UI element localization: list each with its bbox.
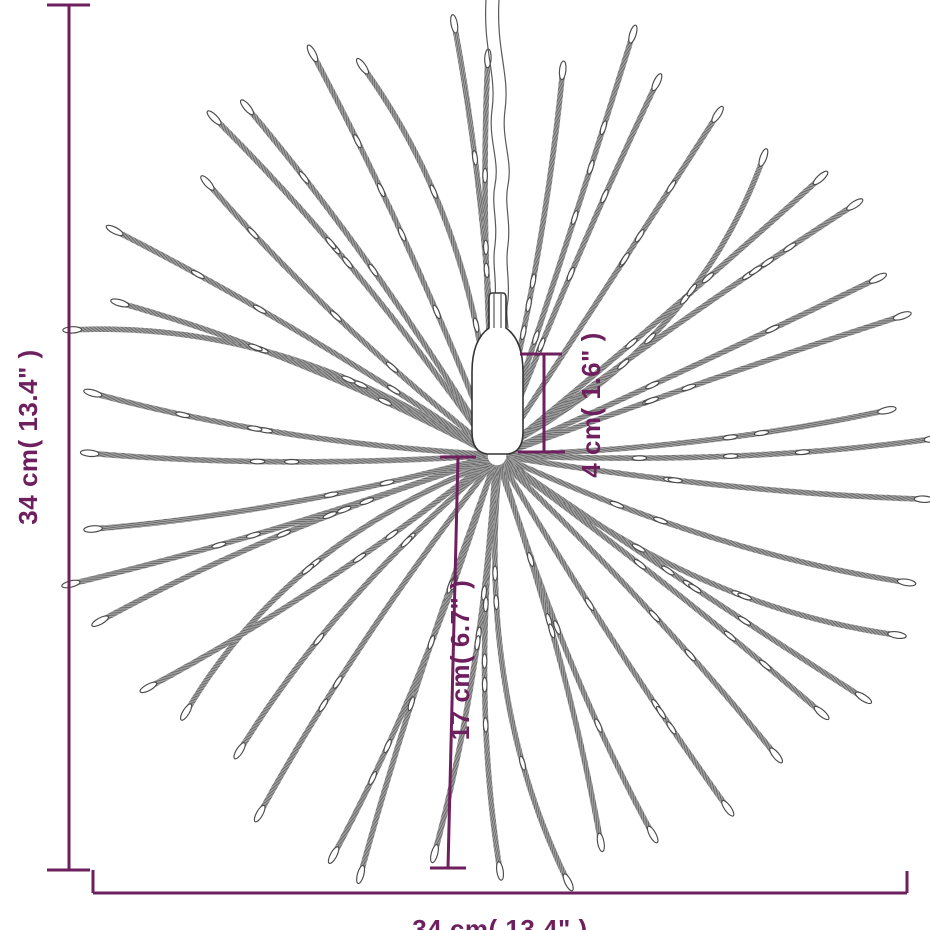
svg-text:17 cm( 6.7" ): 17 cm( 6.7" )	[445, 580, 475, 740]
svg-text:4 cm( 1.6" ): 4 cm( 1.6" )	[576, 332, 606, 478]
svg-text:34 cm( 13.4" ): 34 cm( 13.4" )	[412, 914, 587, 930]
svg-text:34 cm( 13.4" ): 34 cm( 13.4" )	[13, 349, 43, 524]
